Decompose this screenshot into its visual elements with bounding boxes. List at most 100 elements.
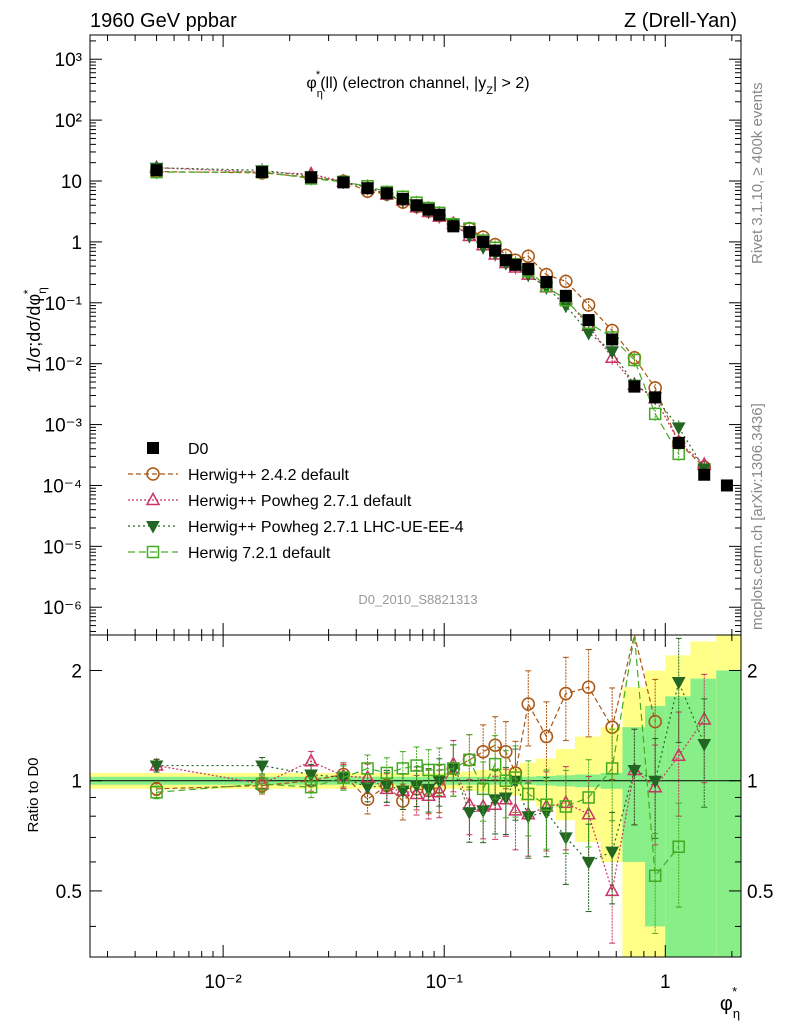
ratio-point xyxy=(488,757,502,771)
y-tick-label: 10³ xyxy=(55,50,82,71)
ratio-point xyxy=(647,779,663,793)
series-line xyxy=(156,171,680,455)
data-point xyxy=(337,176,350,189)
ratio-point xyxy=(255,760,269,774)
header-right: Z (Drell-Yan) xyxy=(624,10,737,32)
data-point xyxy=(581,298,596,312)
ratio-point xyxy=(540,798,553,811)
ratio-point xyxy=(559,832,573,845)
data-point xyxy=(671,422,686,435)
ratio-point xyxy=(581,806,596,820)
ratio-point xyxy=(521,697,536,711)
legend-label: Herwig++ Powheg 2.7.1 default xyxy=(188,493,412,510)
ratio-point xyxy=(605,762,619,775)
data-point xyxy=(433,208,446,221)
ratio-point xyxy=(508,802,523,816)
data-point xyxy=(463,226,476,239)
y-tick-label: 10⁻¹ xyxy=(45,294,83,315)
ratio-point xyxy=(488,794,502,807)
x-tick-label: 10⁻² xyxy=(204,972,242,993)
ratio-point xyxy=(476,744,490,759)
data-point xyxy=(489,244,502,257)
legend-label: Herwig++ Powheg 2.7.1 LHC-UE-EE-4 xyxy=(188,519,464,536)
ratio-y-tick-label-right: 1 xyxy=(747,772,758,793)
ratio-y-tick-label: 0.5 xyxy=(56,882,82,903)
ratio-point xyxy=(304,780,318,794)
ratio-frame xyxy=(89,634,742,958)
band-stat xyxy=(716,670,741,957)
ratio-y-tick-label-right: 0.5 xyxy=(747,882,773,903)
data-point xyxy=(581,327,596,341)
data-point xyxy=(422,203,435,216)
plot-title: φη*(ll) (electron channel, |yZ| > 2) xyxy=(306,69,529,100)
ratio-point xyxy=(559,800,573,813)
data-point xyxy=(150,164,163,177)
ratio-point xyxy=(396,762,410,775)
legend-marker xyxy=(147,442,159,454)
data-point xyxy=(256,166,269,179)
ratio-point xyxy=(476,782,490,796)
analysis-id: D0_2010_S8821313 xyxy=(358,592,477,607)
legend: D0 Herwig++ 2.4.2 default Herwig++ Powheg … xyxy=(128,441,464,562)
ratio-point xyxy=(433,763,446,777)
data-series xyxy=(149,159,733,944)
ratio-point xyxy=(150,785,163,799)
legend-label: Herwig++ 2.4.2 default xyxy=(188,467,350,484)
data-point xyxy=(361,182,374,195)
y-tick-label: 10⁻⁵ xyxy=(43,537,82,558)
y-tick-label: 10⁻³ xyxy=(45,416,83,437)
ratio-point xyxy=(604,882,620,897)
ratio-y-tick-label: 1 xyxy=(71,772,82,793)
y-tick-label: 10⁻² xyxy=(45,355,83,376)
ratio-point xyxy=(304,769,318,783)
data-point xyxy=(509,258,522,271)
ratio-uncertainty-bands xyxy=(90,635,741,957)
y-tick-label: 10⁻⁶ xyxy=(43,598,82,619)
ratio-point xyxy=(671,747,686,761)
ratio-point xyxy=(672,840,685,854)
ratio-y-axis-label: Ratio to D0 xyxy=(25,757,42,832)
data-point xyxy=(559,289,572,302)
ratio-point xyxy=(255,777,269,791)
y-tick-label: 10⁻⁴ xyxy=(43,476,82,497)
data-point xyxy=(648,407,662,421)
band-stat xyxy=(622,727,646,862)
ratio-point xyxy=(509,771,522,784)
header-left: 1960 GeV ppbar xyxy=(90,10,237,32)
data-point xyxy=(521,249,536,264)
legend-label: Herwig 7.2.1 default xyxy=(188,545,331,562)
band-total xyxy=(600,727,623,862)
x-tick-label: 10⁻¹ xyxy=(425,972,463,993)
data-point xyxy=(305,171,318,184)
ratio-point xyxy=(521,811,536,824)
data-point xyxy=(628,353,641,367)
ratio-y-tick-label: 2 xyxy=(71,661,82,682)
ratio-point xyxy=(671,677,686,690)
data-point xyxy=(672,436,685,449)
legend-label: D0 xyxy=(188,441,209,458)
ratio-point xyxy=(648,775,663,789)
data-point xyxy=(410,199,423,212)
ratio-point xyxy=(380,766,394,780)
data-point xyxy=(605,346,620,359)
mcplots-label: mcplots.cern.ch [arXiv:1306.3436] xyxy=(749,403,766,630)
axes: 10⁻⁶ 10⁻⁵ 10⁻⁴ 10⁻³ 10⁻² 10⁻¹ 1 10 10² 10³ 0.5 0.5 1… xyxy=(43,34,773,993)
y-tick-label: 1 xyxy=(71,233,82,254)
ratio-line xyxy=(156,634,680,878)
data-point xyxy=(606,333,619,346)
data-point xyxy=(396,192,409,205)
ratio-line xyxy=(156,634,656,802)
ratio-point xyxy=(648,714,662,729)
data-point xyxy=(698,468,711,481)
ratio-point xyxy=(410,759,423,772)
ratio-point xyxy=(605,846,620,860)
data-point xyxy=(628,380,641,393)
ratio-point xyxy=(361,762,374,775)
ratio-point xyxy=(648,869,662,883)
ratio-point xyxy=(627,764,642,778)
data-point xyxy=(559,274,573,289)
data-point xyxy=(477,235,490,248)
ratio-point xyxy=(337,771,350,784)
x-tick-label: 1 xyxy=(660,972,671,993)
